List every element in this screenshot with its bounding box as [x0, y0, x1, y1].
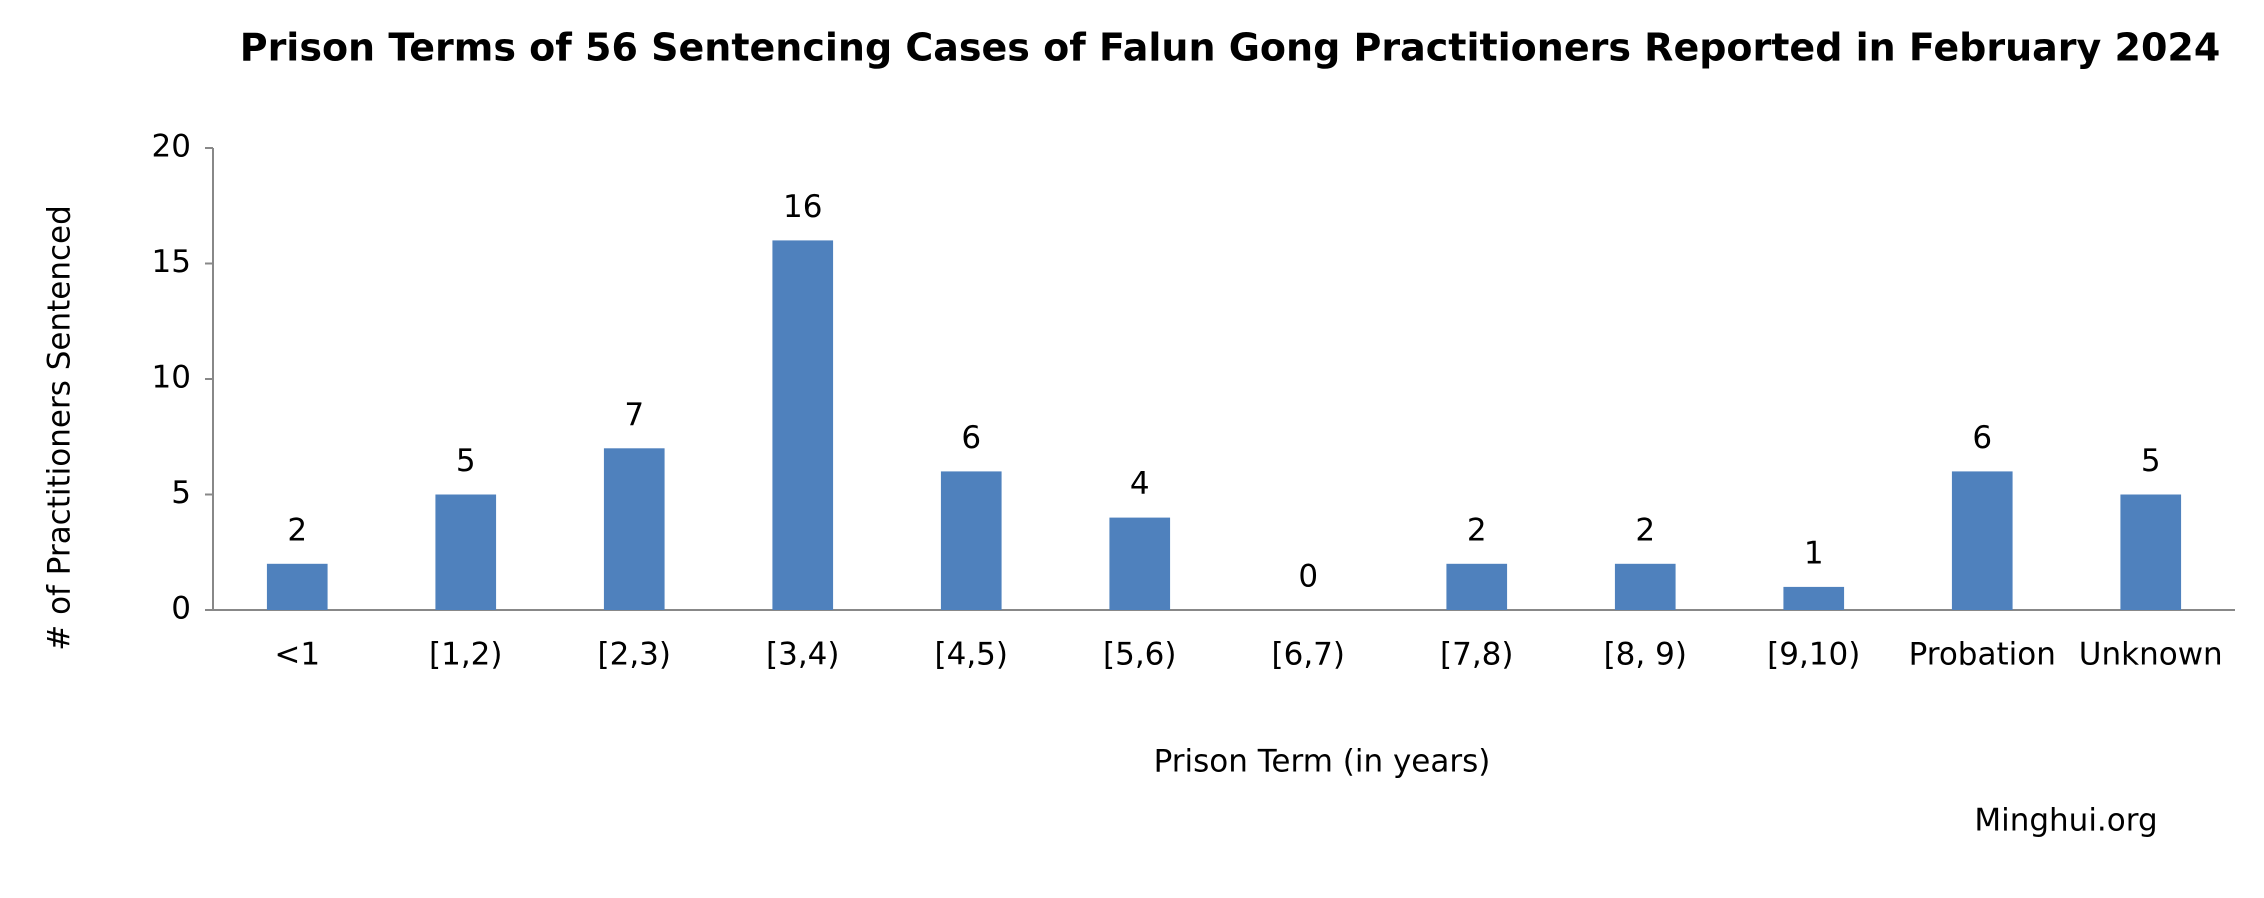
- x-tick-label: Unknown: [2079, 637, 2223, 673]
- x-tick-label: [7,8): [1440, 637, 1514, 673]
- bar: [435, 494, 497, 610]
- bar: [1783, 586, 1845, 610]
- data-label: 5: [456, 443, 476, 479]
- data-label: 5: [2141, 443, 2161, 479]
- bar: [266, 563, 328, 610]
- x-tick-label: [3,4): [766, 637, 840, 673]
- data-label: 6: [961, 420, 981, 456]
- data-label: 2: [1635, 512, 1655, 548]
- x-tick-label: [5,6): [1103, 637, 1177, 673]
- x-tick-label: [1,2): [429, 637, 503, 673]
- bar: [1614, 563, 1676, 610]
- data-label: 0: [1298, 559, 1318, 595]
- y-tick-label: 0: [171, 591, 191, 627]
- bar: [603, 448, 665, 610]
- bar: [1951, 471, 2013, 610]
- bar: [772, 240, 834, 610]
- data-label: 2: [287, 512, 307, 548]
- bar: [1446, 563, 1508, 610]
- x-tick-label: <1: [274, 637, 320, 673]
- y-tick-label: 10: [152, 360, 191, 396]
- bar: [940, 471, 1002, 610]
- x-axis-title: Prison Term (in years): [1154, 744, 1491, 780]
- bar: [1109, 517, 1171, 610]
- x-tick-label: [9,10): [1767, 637, 1860, 673]
- x-tick-label: Probation: [1909, 637, 2056, 673]
- x-tick-label: [8, 9): [1604, 637, 1687, 673]
- data-label: 4: [1130, 466, 1150, 502]
- source: Minghui.org: [1974, 803, 2157, 839]
- y-tick-label: 20: [152, 129, 191, 165]
- data-label: 6: [1972, 420, 1992, 456]
- x-tick-label: [4,5): [935, 637, 1009, 673]
- y-axis-title: # of Practitioners Sentenced: [42, 205, 78, 651]
- data-label: 2: [1467, 512, 1487, 548]
- x-tick-label: [6,7): [1272, 637, 1346, 673]
- y-tick-label: 5: [171, 475, 191, 511]
- chart-title: Prison Terms of 56 Sentencing Cases of F…: [240, 26, 2221, 70]
- data-label: 16: [783, 189, 822, 225]
- bar: [2120, 494, 2182, 610]
- x-tick-label: [2,3): [598, 637, 672, 673]
- data-label: 7: [624, 397, 644, 433]
- y-tick-label: 15: [152, 244, 191, 280]
- data-label: 1: [1804, 535, 1824, 571]
